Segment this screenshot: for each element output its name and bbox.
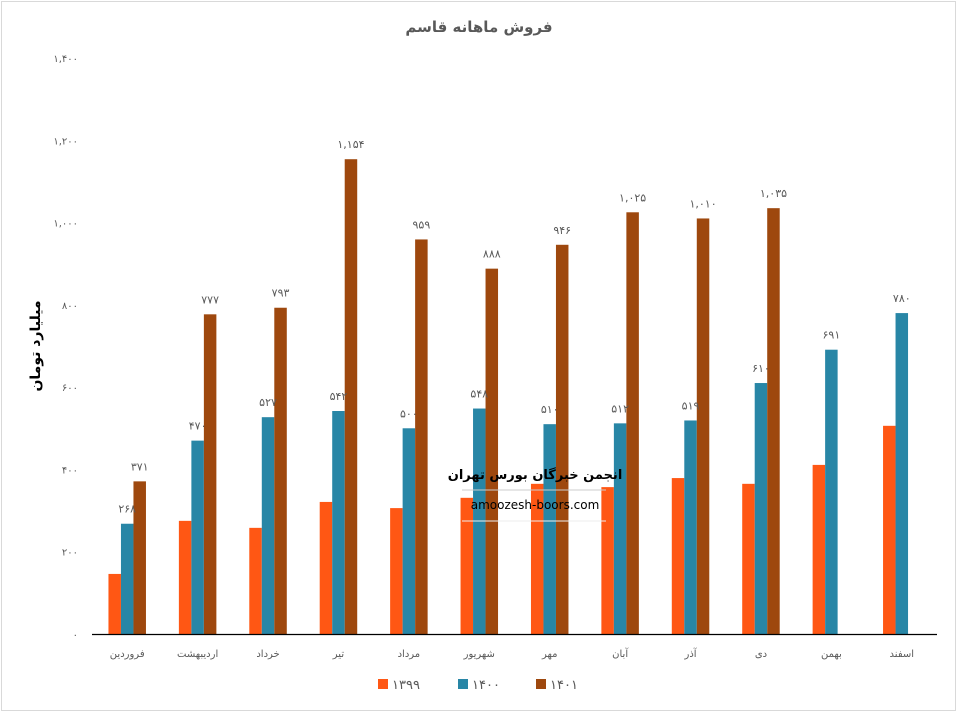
data-label: ۵۰۰ <box>400 407 418 420</box>
y-tick-label: ۲۰۰ <box>62 548 78 559</box>
bar <box>485 268 499 634</box>
bar <box>767 208 780 634</box>
legend-label: ۱۴۰۰ <box>472 678 500 693</box>
bar <box>812 464 826 634</box>
x-tick-label: اردیبهشت <box>177 649 218 660</box>
data-label: ۵۲۷ <box>259 396 277 409</box>
data-label: ۴۷۰ <box>189 420 207 433</box>
bar <box>895 313 909 634</box>
data-label: ۵۱۲ <box>611 402 629 415</box>
bar <box>203 314 217 634</box>
bar <box>883 425 896 634</box>
legend-swatch <box>458 679 468 689</box>
bar <box>626 212 639 635</box>
data-label: ۱,۱۵۴ <box>337 138 364 151</box>
data-label: ۱,۰۳۵ <box>760 187 787 200</box>
bar <box>332 411 345 634</box>
x-tick-label: اسفند <box>890 649 914 660</box>
bar <box>319 501 333 634</box>
data-label: ۷۹۳ <box>272 287 290 300</box>
data-label: ۷۷۷ <box>201 293 219 306</box>
bar <box>120 523 134 634</box>
legend-swatch <box>536 679 546 689</box>
y-tick-label: ۸۰۰ <box>62 301 78 312</box>
bar <box>133 481 146 634</box>
x-tick-label: فروردین <box>110 649 145 660</box>
bar <box>274 307 287 634</box>
x-tick-label: خرداد <box>256 649 279 660</box>
watermark: انجمن خبرگان بورس تهران amoozesh-boors.c… <box>448 467 623 522</box>
x-tick-label: بهمن <box>821 649 842 660</box>
bar <box>754 383 768 634</box>
x-tick-label: دی <box>755 649 767 660</box>
bar <box>671 478 685 634</box>
data-label: ۷۸۰ <box>893 292 911 305</box>
bar <box>390 508 403 634</box>
data-label: ۹۴۶ <box>553 224 571 237</box>
bar <box>696 218 710 634</box>
bar <box>742 483 755 634</box>
y-tick-label: ۱,۲۰۰ <box>53 136 78 147</box>
data-label: ۹۵۹ <box>413 218 431 231</box>
x-tick-label: تیر <box>332 649 345 660</box>
bar <box>108 573 121 634</box>
bar <box>825 349 838 634</box>
bar <box>601 487 614 634</box>
data-label: ۳۷۱ <box>131 460 149 473</box>
bar <box>613 423 627 634</box>
bar <box>191 440 204 634</box>
x-tick-label: شهریور <box>463 649 495 660</box>
bar <box>178 520 192 634</box>
y-tick-label: ۶۰۰ <box>62 383 78 394</box>
bar <box>555 244 569 634</box>
x-tick-label: آبان <box>612 647 629 660</box>
data-label: ۱,۰۲۵ <box>619 191 646 204</box>
data-label: ۶۹۱ <box>823 329 841 342</box>
bar <box>684 420 697 634</box>
data-label: ۵۴۲ <box>330 390 348 403</box>
bar <box>261 417 275 634</box>
data-label: ۶۱۰ <box>752 362 770 375</box>
data-label: ۵۱۹ <box>682 399 700 412</box>
y-tick-label: ۰ <box>73 630 78 641</box>
watermark-title: انجمن خبرگان بورس تهران <box>448 467 623 483</box>
bar <box>415 239 428 634</box>
y-tick-label: ۱,۰۰۰ <box>53 219 78 230</box>
legend-label: ۱۴۰۱ <box>550 678 578 693</box>
data-label: ۵۴۸ <box>470 388 488 401</box>
bar <box>460 497 474 634</box>
bar <box>402 428 416 634</box>
y-tick-label: ۱,۴۰۰ <box>53 54 78 65</box>
bar <box>543 424 556 634</box>
chart-title: فروش ماهانه قاسم <box>405 18 552 36</box>
data-label: ۵۱۰ <box>541 403 559 416</box>
watermark-url: amoozesh-boors.com <box>471 498 600 512</box>
legend-label: ۱۳۹۹ <box>392 678 420 693</box>
data-label: ۲۶۸ <box>118 503 136 516</box>
legend-swatch <box>378 679 388 689</box>
bar <box>249 527 262 634</box>
y-axis-label: میلیارد تومان <box>28 300 44 391</box>
y-tick-label: ۴۰۰ <box>62 465 78 476</box>
bar <box>344 159 358 634</box>
x-tick-label: آذر <box>684 647 698 660</box>
x-tick-label: مهر <box>541 649 557 660</box>
x-tick-label: مرداد <box>398 649 421 660</box>
data-label: ۱,۰۱۰ <box>689 197 716 210</box>
data-label: ۸۸۸ <box>483 248 501 261</box>
